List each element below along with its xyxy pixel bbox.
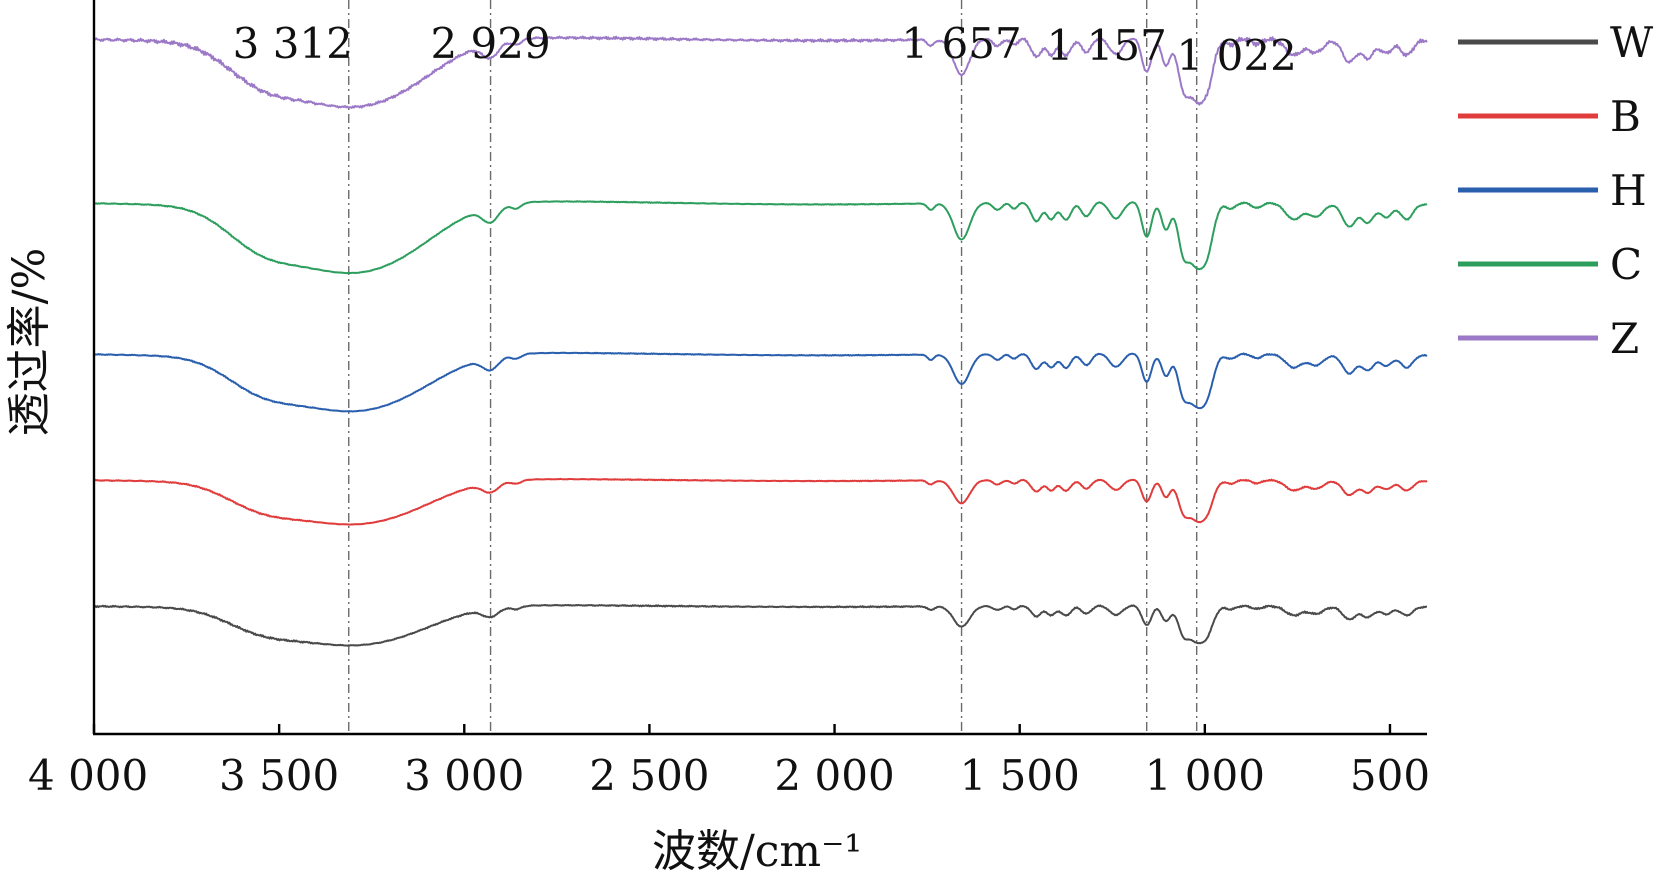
x-tick-label-1000: 1 000 bbox=[1145, 751, 1265, 800]
legend-label-Z: Z bbox=[1610, 314, 1639, 363]
legend-label-W: W bbox=[1610, 18, 1654, 67]
peak-label-1657: 1 657 bbox=[901, 19, 1021, 68]
x-tick-label-3000: 3 000 bbox=[404, 751, 524, 800]
x-ticks: 4 000 3 500 3 000 2 500 2 000 1 500 1 000 500 bbox=[28, 724, 1430, 800]
x-tick-label-2000: 2 000 bbox=[774, 751, 894, 800]
x-tick-label-4000: 4 000 bbox=[28, 751, 148, 800]
peak-label-2929: 2 929 bbox=[430, 19, 550, 68]
spectrum-W bbox=[93, 603, 1427, 647]
legend-label-C: C bbox=[1610, 240, 1642, 289]
peak-label-1022: 1 022 bbox=[1177, 31, 1297, 80]
spectrum-Z bbox=[93, 35, 1428, 109]
x-tick-label-3500: 3 500 bbox=[219, 751, 339, 800]
spectrum-B bbox=[93, 477, 1428, 526]
peak-labels: 3 312 2 929 1 657 1 157 1 022 bbox=[233, 19, 1297, 80]
x-tick-label-1500: 1 500 bbox=[960, 751, 1080, 800]
axes bbox=[92, 0, 1427, 736]
x-tick-label-500: 500 bbox=[1350, 751, 1430, 800]
reference-lines bbox=[348, 0, 1198, 734]
legend-label-B: B bbox=[1610, 92, 1641, 141]
peak-label-3312: 3 312 bbox=[233, 19, 353, 68]
spectra bbox=[93, 35, 1428, 647]
spectrum-C bbox=[93, 200, 1428, 275]
y-axis-title: 透过率/% bbox=[4, 248, 55, 437]
legend-label-H: H bbox=[1610, 166, 1647, 215]
peak-label-1157: 1 157 bbox=[1047, 21, 1167, 70]
x-tick-label-2500: 2 500 bbox=[589, 751, 709, 800]
spectrum-H bbox=[93, 351, 1428, 413]
x-axis-title: 波数/cm⁻¹ bbox=[652, 826, 862, 877]
